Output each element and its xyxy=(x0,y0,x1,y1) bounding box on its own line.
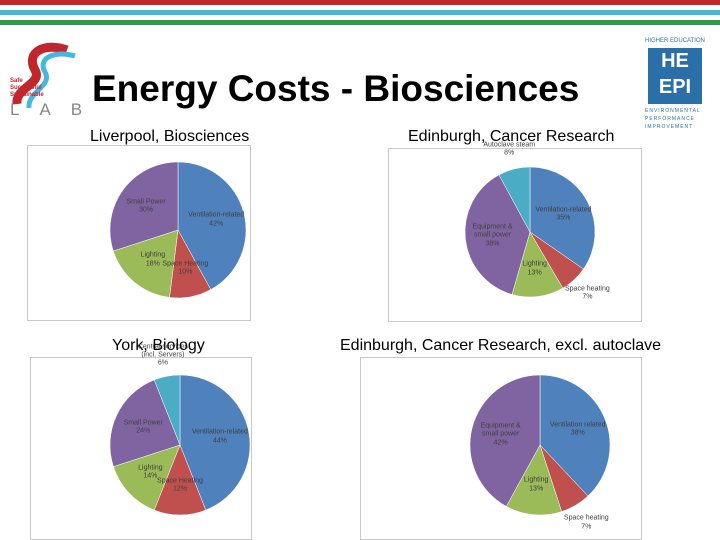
slice-value: 7% xyxy=(582,294,593,302)
slice-label: Space heating 7% xyxy=(558,286,616,303)
slice-category: Equipment & small power xyxy=(480,422,521,438)
stripe-blue xyxy=(0,10,720,15)
logo-top: HIGHER EDUCATION xyxy=(645,38,705,44)
slice-label: Ventilation related 38% xyxy=(549,422,607,439)
slice-value: 6% xyxy=(157,359,168,367)
slice-value: 14% xyxy=(143,472,158,480)
slice-category: Small Power xyxy=(123,419,163,427)
slice-value: 24% xyxy=(136,427,151,435)
slice-category: Ventilation-related xyxy=(188,211,245,219)
slice-label: Ventilation-related 35% xyxy=(534,206,592,223)
slice-category: Ventilation-related xyxy=(535,206,592,214)
logo-bottom: ENVIRONMENTAL PERFORMANCE IMPROVEMENT xyxy=(645,108,701,130)
slice-value: 38% xyxy=(485,240,500,248)
logo-tagline: Safe Successful Sustainable xyxy=(10,78,44,98)
slice-value: 42% xyxy=(209,220,224,228)
slice-value: 35% xyxy=(556,214,571,222)
slice-value: 18% xyxy=(145,260,160,268)
slice-category: Space heating xyxy=(564,285,610,293)
chart-title: Edinburgh, Cancer Research xyxy=(408,128,615,145)
slice-label: Small Power 30% xyxy=(117,198,175,215)
chart-frame xyxy=(30,357,252,540)
chart-title: Edinburgh, Cancer Research, excl. autocl… xyxy=(340,337,662,354)
slice-label: Equipment & small power 38% xyxy=(464,224,522,249)
slice-category: Autoclave steam xyxy=(483,141,536,149)
slice-value: 38% xyxy=(570,430,585,438)
slice-category: Ventilation-related xyxy=(191,429,248,436)
slice-category: Space heating xyxy=(563,514,609,522)
logo-swoosh xyxy=(26,51,76,109)
slice-label: Lighting 14% xyxy=(121,464,179,481)
slice-category: Central services (incl. Servers) xyxy=(137,343,189,359)
slice-value: 10% xyxy=(178,268,193,276)
stripe-green xyxy=(0,20,720,25)
logo-epi: EPI xyxy=(658,76,692,98)
chart-title: York, Biology xyxy=(112,337,205,354)
chart-title: Liverpool, Biosciences xyxy=(90,128,250,145)
slice-category: Lighting xyxy=(523,477,549,485)
slice-category: Ventilation related xyxy=(549,421,606,429)
slice-label: Equipment & small power 42% xyxy=(472,422,530,447)
slice-value: 44% xyxy=(212,437,227,445)
slice-category: Equipment & small power xyxy=(472,223,513,239)
slice-label: Ventilation-related 42% xyxy=(187,212,245,229)
logo-lab: LAB xyxy=(10,100,103,119)
chart-frame xyxy=(388,148,642,322)
slice-value: 13% xyxy=(527,269,542,277)
slice-label: Space heating 7% xyxy=(557,515,615,532)
slice-category: Small Power xyxy=(126,198,166,206)
slice-category: Lighting xyxy=(522,261,547,269)
slice-label: Space Heating 12% xyxy=(151,477,209,494)
left-logo xyxy=(12,42,76,109)
slice-category: Space Heating xyxy=(157,477,203,485)
slice-category: Lighting xyxy=(138,464,163,472)
logo-block: HE EPI xyxy=(648,48,702,104)
slice-label: Space Heating 10% xyxy=(156,260,214,277)
slice-category: Lighting xyxy=(140,251,166,259)
slice-label: Autoclave steam 8% xyxy=(480,142,538,159)
slice-value: 7% xyxy=(581,523,592,531)
slice-value: 30% xyxy=(139,206,154,214)
slice-value: 42% xyxy=(493,439,508,447)
logo-swoosh xyxy=(12,42,69,105)
slice-label: Lighting 13% xyxy=(506,261,564,278)
logo-he: HE xyxy=(661,50,689,72)
stripe-red xyxy=(0,0,720,5)
slice-value: 8% xyxy=(504,150,515,158)
slice-value: 12% xyxy=(172,485,187,493)
slice-value: 13% xyxy=(529,485,544,493)
slice-label: Lighting 13% xyxy=(507,477,565,494)
slide-title: Energy Costs - Biosciences xyxy=(92,68,580,109)
chart-frame xyxy=(27,145,251,321)
chart-frame xyxy=(360,357,642,540)
slice-category: Space Heating xyxy=(162,260,209,268)
slice-label: Small Power 24% xyxy=(114,419,172,436)
slice-label: Ventilation-related 44% xyxy=(191,429,249,446)
slice-label: Lighting 18% xyxy=(124,252,182,269)
slice-label: Central services (incl. Servers) 6% xyxy=(134,343,192,368)
